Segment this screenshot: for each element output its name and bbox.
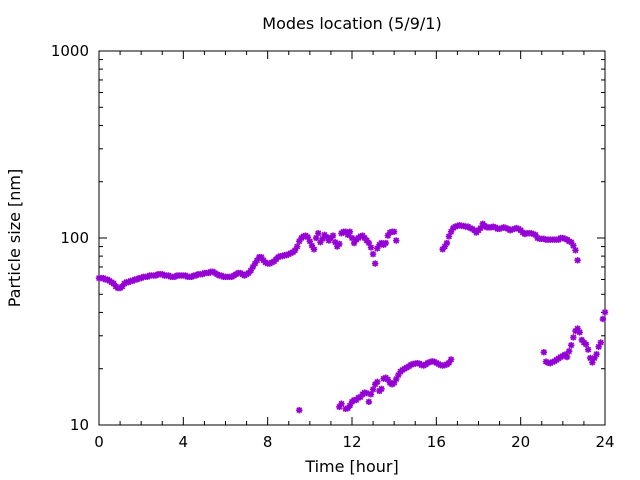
data-point [346, 228, 354, 235]
data-point [447, 356, 455, 363]
x-tick-label: 8 [263, 433, 273, 451]
y-tick-label: 100 [60, 229, 89, 247]
data-point [593, 351, 600, 358]
data-point [597, 339, 604, 346]
data-point [315, 230, 322, 237]
data-point [563, 353, 571, 361]
x-axis-label: Time [hour] [304, 457, 398, 476]
data-point [374, 378, 381, 386]
data-point [367, 391, 375, 398]
data-point [378, 385, 385, 393]
chart-title: Modes location (5/9/1) [262, 14, 441, 33]
axis-ticks: 0 4 8 12 16 20 24 10 100 1000 [51, 42, 615, 451]
data-point [336, 240, 343, 248]
y-axis-label: Particle size [nm] [5, 169, 24, 308]
data-point [296, 406, 303, 414]
x-tick-label: 4 [179, 433, 189, 451]
data-point [367, 244, 375, 251]
data-point [371, 260, 379, 267]
data-point [572, 247, 579, 254]
data-point [369, 386, 377, 393]
data-point [601, 309, 609, 316]
data-point [565, 348, 573, 355]
data-point [584, 346, 592, 353]
data-point [293, 243, 301, 250]
y-tick-label: 1000 [51, 42, 89, 60]
data-point [568, 342, 575, 349]
data-point [365, 398, 373, 406]
data-point [576, 329, 583, 336]
data-point [390, 228, 398, 235]
data-point [582, 341, 590, 348]
data-point [329, 232, 337, 239]
data-point [540, 349, 548, 356]
x-tick-label: 12 [342, 433, 361, 451]
data-point [443, 239, 451, 247]
data-point [382, 239, 389, 247]
data-point [599, 315, 607, 323]
x-tick-label: 16 [427, 433, 446, 451]
data-points [95, 220, 609, 414]
y-tick-label: 10 [70, 416, 89, 434]
x-tick-label: 20 [511, 433, 530, 451]
data-point [393, 237, 400, 244]
data-point [338, 400, 345, 407]
data-point [574, 257, 581, 264]
data-point [369, 250, 377, 258]
x-tick-label: 0 [94, 433, 104, 451]
x-tick-label: 24 [595, 433, 614, 451]
data-point [310, 246, 318, 253]
data-point [570, 334, 577, 341]
